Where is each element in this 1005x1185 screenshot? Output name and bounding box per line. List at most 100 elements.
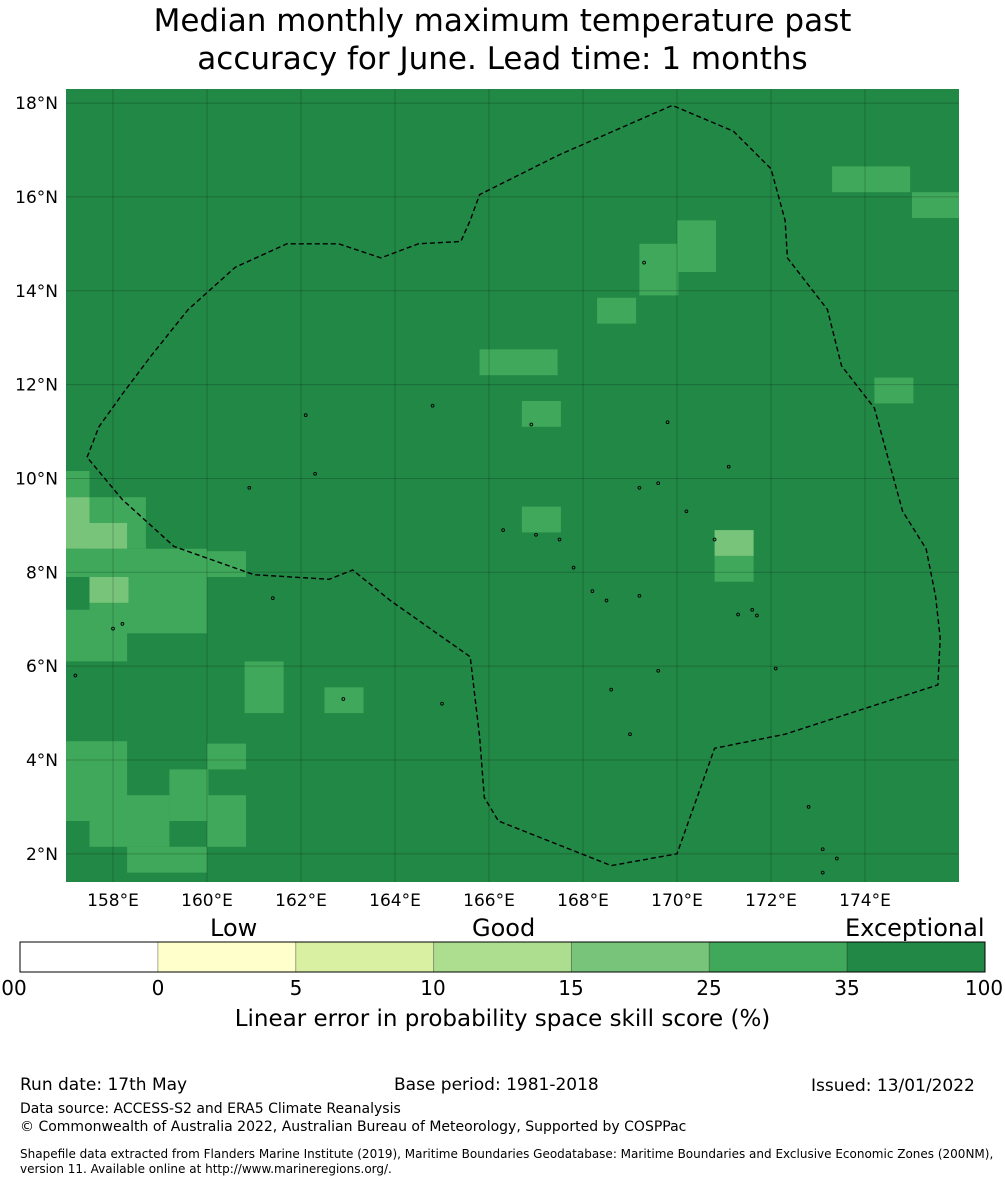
island-outline — [820, 847, 825, 852]
colorbar-segment — [295, 942, 434, 972]
colorbar-tick: 5 — [289, 976, 303, 1000]
island-outline — [571, 565, 576, 570]
longitude-tick-label: 160°E — [181, 891, 233, 911]
island-outline — [750, 607, 755, 612]
colorbar — [19, 941, 986, 973]
colorbar-label-low: Low — [210, 914, 258, 942]
colorbar-segment — [571, 942, 710, 972]
longitude-tick-label: 172°E — [745, 891, 797, 911]
skill-cell — [207, 551, 246, 577]
island-outline — [806, 805, 811, 809]
title-line-2: accuracy for June. Lead time: 1 months — [197, 41, 808, 77]
skill-cell — [714, 555, 754, 582]
latitude-tick-label: 4°N — [26, 751, 58, 771]
issued-date: Issued: 13/01/2022 — [811, 1076, 975, 1096]
map-content — [66, 89, 959, 882]
longitude-tick-label: 174°E — [839, 891, 891, 911]
skill-cell — [89, 795, 170, 847]
skill-cell — [169, 769, 209, 821]
longitude-tick-label: 166°E — [463, 891, 515, 911]
latitude-tick-label: 18°N — [15, 94, 58, 114]
island-outline — [834, 856, 839, 861]
skill-cell — [597, 297, 637, 324]
skill-cell — [66, 609, 128, 662]
latitude-tick-label: 2°N — [26, 845, 58, 865]
island-outline — [684, 509, 689, 514]
skill-cell — [89, 523, 128, 549]
island-outline — [656, 481, 661, 486]
skill-cell — [207, 795, 246, 847]
colorbar-segment — [157, 942, 296, 972]
colorbar-tick: 10 — [420, 976, 446, 1000]
island-outline — [755, 613, 759, 618]
skill-cell — [207, 743, 246, 770]
longitude-tick-label: 170°E — [651, 891, 703, 911]
island-outline — [736, 612, 740, 617]
skill-cell — [66, 471, 90, 498]
colorbar-tick: 35 — [834, 976, 860, 1000]
colorbar-segment — [847, 942, 985, 972]
island-outline — [111, 626, 115, 631]
skill-cell — [127, 846, 207, 873]
skill-cell — [639, 243, 679, 296]
island-outline — [440, 701, 444, 706]
island-outline — [73, 673, 78, 678]
island-outline — [313, 471, 317, 476]
island-outline — [430, 403, 435, 408]
island-outline — [341, 697, 346, 701]
skill-cell — [912, 192, 959, 218]
longitude-tick-label: 168°E — [557, 891, 609, 911]
island-outline — [604, 598, 609, 603]
skill-cell — [66, 497, 90, 549]
island-outline — [609, 687, 614, 692]
skill-cell — [244, 661, 284, 714]
colorbar-segment — [20, 942, 158, 972]
island-outline — [665, 420, 670, 425]
map-axes: 158°E 160°E 162°E 164°E 166°E 168°E 170°E 172°E… — [15, 94, 891, 911]
island-outline — [642, 260, 646, 265]
island-outline — [773, 666, 778, 671]
island-outline — [590, 589, 595, 593]
island-outline — [820, 870, 825, 875]
skill-cell — [521, 506, 561, 533]
colorbar-tick: -100 — [0, 976, 27, 1000]
skill-cell — [521, 401, 561, 427]
latitude-tick-label: 10°N — [15, 469, 58, 489]
data-source: Data source: ACCESS-S2 and ERA5 Climate … — [20, 1101, 401, 1117]
colorbar-frame — [19, 941, 986, 973]
island-outline — [637, 485, 642, 490]
latitude-tick-label: 16°N — [15, 188, 58, 208]
run-date: Run date: 17th May — [20, 1075, 188, 1095]
island-outline — [637, 593, 642, 598]
latitude-tick-label: 14°N — [15, 282, 58, 302]
island-outline — [712, 537, 717, 542]
island-outline — [120, 622, 125, 626]
colorbar-tick: 0 — [151, 976, 165, 1000]
latitude-tick-label: 6°N — [26, 657, 58, 677]
skill-cell — [66, 548, 207, 577]
shapefile-credit: Shapefile data extracted from Flanders M… — [20, 1147, 994, 1176]
latitude-tick-label: 12°N — [15, 376, 58, 396]
colorbar-segment — [709, 942, 848, 972]
skill-cell — [874, 377, 914, 404]
skill-cell — [832, 166, 911, 193]
longitude-tick-label: 162°E — [275, 891, 327, 911]
skill-cell — [714, 530, 754, 556]
island-outline — [247, 485, 252, 490]
eez-boundary — [86, 104, 941, 867]
island-outline — [529, 422, 534, 427]
colorbar-tick: 100 — [964, 976, 1004, 1000]
colorbar-label-exceptional: Exceptional — [845, 914, 985, 942]
island-outline — [726, 464, 731, 469]
base-period: Base period: 1981-2018 — [394, 1075, 599, 1095]
longitude-tick-label: 164°E — [369, 891, 421, 911]
island-outline — [303, 413, 308, 417]
island-outline — [557, 537, 562, 542]
map-background — [66, 89, 959, 882]
island-outline — [270, 596, 275, 600]
island-outline — [656, 668, 661, 673]
latitude-tick-label: 8°N — [26, 563, 58, 583]
skill-cell — [479, 349, 558, 376]
island-outline — [534, 532, 538, 537]
title-line-1: Median monthly maximum temperature past — [153, 3, 852, 39]
